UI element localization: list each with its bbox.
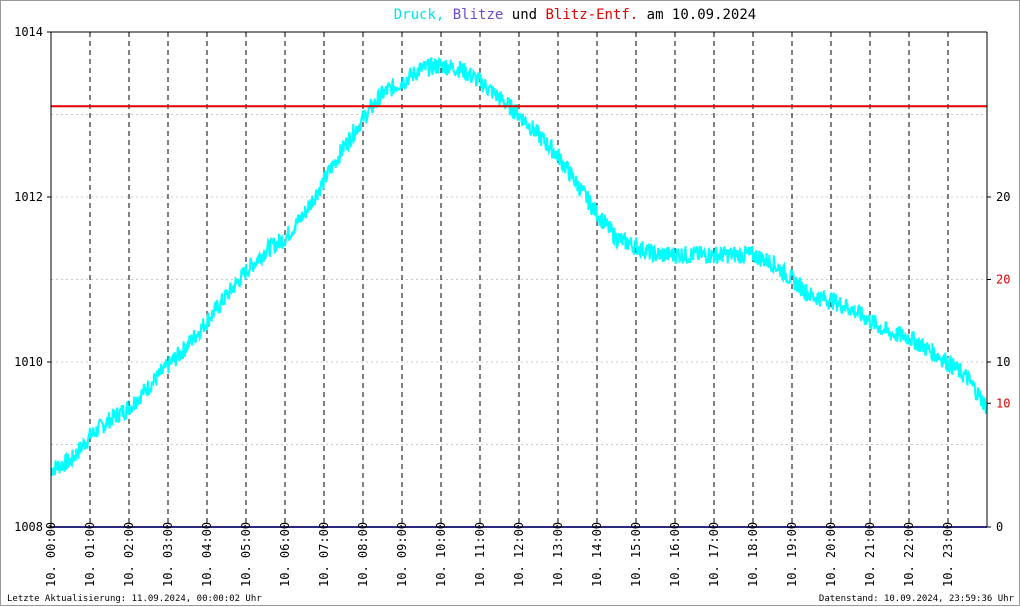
- x-tick-label: 10. 10:00: [434, 522, 448, 587]
- x-tick-label: 10. 21:00: [863, 522, 877, 587]
- title-part-0: Druck,: [394, 7, 445, 23]
- chart-title: Druck, Blitze und Blitz-Entf. am 10.09.2…: [394, 7, 756, 23]
- series-line-0: [50, 56, 988, 476]
- x-tick-label: 10. 06:00: [278, 522, 292, 587]
- x-tick-label: 10. 05:00: [239, 522, 253, 587]
- x-tick-labels: 10. 00:00 10. 01:00 10. 02:00 10. 03:00 10. …: [44, 522, 955, 587]
- y-right-red-tick-label: 10: [996, 396, 1010, 410]
- x-tick-label: 10. 04:00: [200, 522, 214, 587]
- y-right-tick-label: 10: [996, 355, 1010, 369]
- x-tick-label: 10. 07:00: [317, 522, 331, 587]
- x-tick-label: 10. 09:00: [395, 522, 409, 587]
- x-tick-label: 10. 15:00: [629, 522, 643, 587]
- x-tick-label: 10. 14:00: [590, 522, 604, 587]
- title-part-3: Blitz-Entf.: [546, 7, 639, 23]
- footer-left: Letzte Aktualisierung: 11.09.2024, 00:00…: [7, 594, 262, 604]
- x-tick-label: 10. 08:00: [356, 522, 370, 587]
- y-left-tick-label: 1012: [14, 190, 43, 204]
- x-tick-label: 10. 03:00: [161, 522, 175, 587]
- y-right-tick-label: 0: [996, 520, 1003, 534]
- x-tick-label: 10. 18:00: [746, 522, 760, 587]
- x-tick-label: 10. 16:00: [668, 522, 682, 587]
- x-tick-label: 10. 23:00: [941, 522, 955, 587]
- x-tick-label: 10. 02:00: [122, 522, 136, 587]
- x-tick-label: 10. 22:00: [902, 522, 916, 587]
- title-part-2: und: [503, 7, 545, 23]
- x-tick-label: 10. 01:00: [83, 522, 97, 587]
- x-tick-label: 10. 00:00: [44, 522, 58, 587]
- title-part-4: am 10.09.2024: [638, 7, 756, 23]
- y-left-tick-label: 1014: [14, 25, 43, 39]
- x-tick-label: 10. 12:00: [512, 522, 526, 587]
- x-tick-label: 10. 11:00: [473, 522, 487, 587]
- x-tick-label: 10. 20:00: [824, 522, 838, 587]
- y-right-red-tick-label: 20: [996, 273, 1010, 287]
- x-tick-label: 10. 13:00: [551, 522, 565, 587]
- axes: 1014 1012 1010 1008 20 10 0 20 10: [14, 25, 1010, 534]
- title-part-1: Blitze: [444, 7, 503, 23]
- grid: [51, 32, 987, 527]
- y-right-tick-label: 20: [996, 190, 1010, 204]
- x-tick-label: 10. 19:00: [785, 522, 799, 587]
- series-group: [50, 56, 988, 528]
- y-left-tick-label: 1010: [14, 355, 43, 369]
- x-tick-label: 10. 17:00: [707, 522, 721, 587]
- footer-right: Datenstand: 10.09.2024, 23:59:36 Uhr: [819, 594, 1015, 604]
- y-left-tick-label: 1008: [14, 520, 43, 534]
